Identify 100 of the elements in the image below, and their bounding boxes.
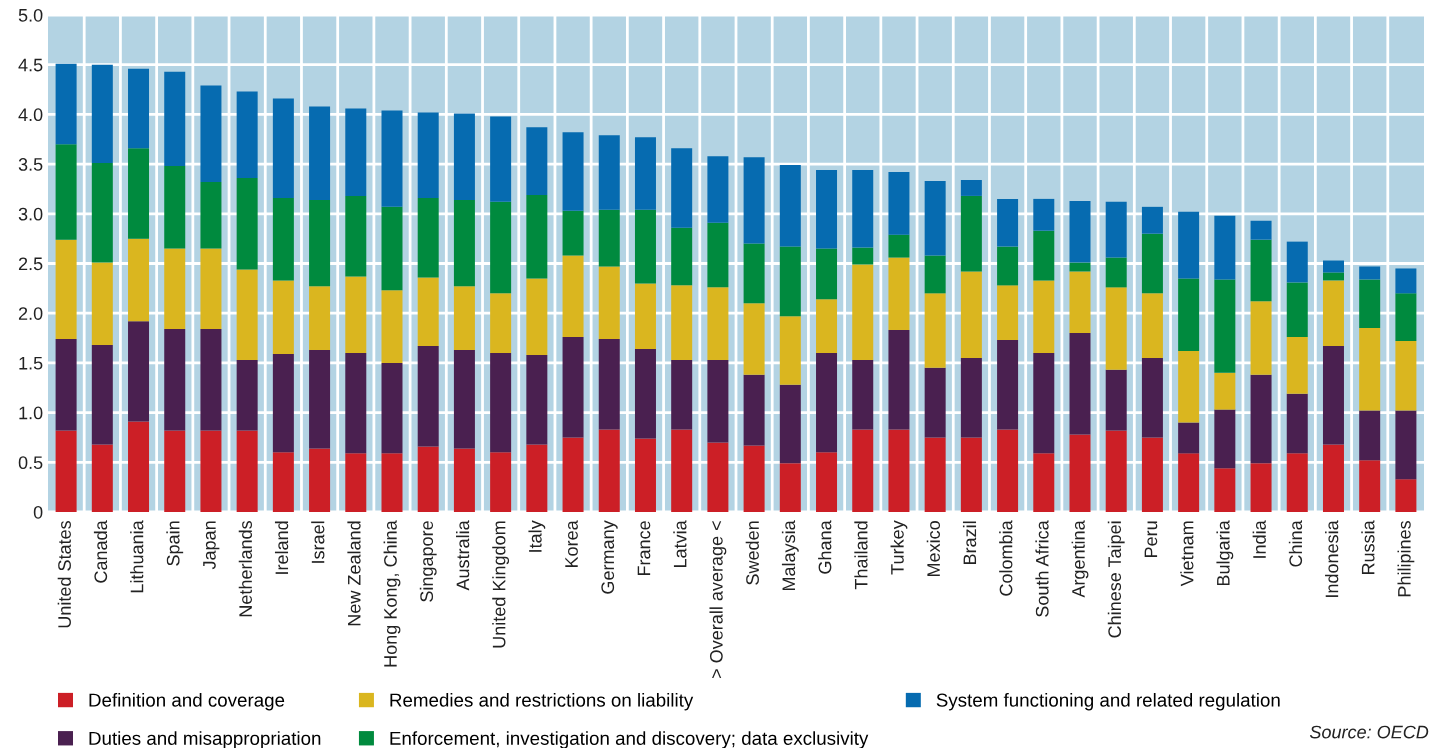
bar	[743, 157, 765, 244]
x-tick-label: Ireland	[274, 521, 289, 574]
bar	[1250, 239, 1272, 302]
bar	[671, 429, 693, 512]
bar	[779, 165, 801, 247]
bar	[236, 359, 258, 431]
y-tick-label: 2.5	[18, 257, 43, 271]
bar	[1214, 372, 1236, 410]
bar	[960, 357, 982, 438]
x-tick-label: Sweden	[745, 521, 759, 585]
bar	[816, 352, 838, 453]
bar	[1322, 280, 1344, 346]
bar	[128, 68, 150, 149]
bar	[91, 444, 113, 512]
bar	[526, 194, 548, 279]
x-tick-label: New Zealand	[347, 521, 361, 626]
bar	[707, 287, 729, 360]
bar	[1250, 463, 1272, 512]
bar	[634, 438, 656, 512]
bar	[634, 348, 656, 439]
bar	[562, 255, 584, 338]
bar	[888, 234, 910, 258]
bar	[960, 271, 982, 358]
x-tick-label: Turkey	[890, 520, 908, 575]
bar	[1141, 357, 1163, 438]
bar	[1322, 346, 1344, 445]
bar	[598, 339, 620, 430]
bar	[417, 197, 439, 278]
bar	[1395, 410, 1417, 480]
bar	[490, 201, 512, 294]
bar	[852, 170, 874, 248]
bar	[598, 266, 620, 340]
bar	[309, 199, 331, 287]
bar	[924, 437, 946, 512]
bar	[417, 277, 439, 346]
bar	[1141, 293, 1163, 358]
bar	[91, 262, 113, 346]
bar	[707, 442, 729, 512]
bar	[453, 286, 475, 350]
bar	[1033, 352, 1055, 454]
bar	[671, 227, 693, 286]
bar	[1141, 206, 1163, 234]
x-tick-label: Hong Kong, China	[383, 520, 401, 667]
bar	[816, 299, 838, 353]
x-tick-label: > Overall average <	[709, 521, 727, 679]
bar	[1033, 230, 1055, 281]
bar	[272, 353, 294, 453]
x-tick-label: Thailand	[854, 521, 868, 590]
bar	[960, 195, 982, 272]
bar	[707, 156, 729, 223]
bar	[1250, 374, 1272, 464]
bar	[236, 430, 258, 512]
x-tick-label: Canada	[93, 520, 108, 583]
bar	[598, 135, 620, 210]
bar	[128, 321, 150, 422]
bar	[743, 445, 765, 512]
bar	[345, 276, 367, 353]
x-tick-label: Peru	[1144, 521, 1158, 557]
bar	[562, 210, 584, 256]
bar	[309, 106, 331, 200]
x-tick-label: Indonesia	[1325, 520, 1339, 597]
bar	[779, 463, 801, 512]
x-tick-label: South Africa	[1035, 520, 1049, 617]
bar	[1033, 453, 1055, 512]
bar	[345, 453, 367, 512]
bar	[888, 429, 910, 512]
bar	[598, 209, 620, 267]
x-tick-label: Korea	[565, 520, 578, 568]
x-tick-label: Spain	[166, 521, 184, 566]
y-tick-label: 4.0	[18, 108, 43, 122]
bar	[490, 352, 512, 453]
bar	[1214, 215, 1236, 280]
bar	[91, 163, 113, 263]
bar	[1033, 198, 1055, 231]
bar	[453, 448, 475, 512]
bar	[1069, 200, 1091, 263]
x-tick-label: United States	[57, 520, 71, 628]
x-tick-label: Colombia	[999, 520, 1013, 596]
bar	[1286, 282, 1308, 338]
bar	[55, 430, 77, 512]
bar	[1069, 333, 1091, 435]
bar	[128, 421, 150, 512]
bar	[816, 452, 838, 512]
bar	[91, 64, 113, 164]
legend-label: Definition and coverage	[89, 692, 285, 711]
bar	[55, 339, 77, 431]
x-tick-label: Vietnam	[1180, 521, 1194, 587]
bar	[1178, 278, 1200, 351]
bar	[924, 293, 946, 368]
legend-label: Duties and misappropriation	[89, 731, 321, 748]
y-tick-label: 5.0	[18, 8, 43, 22]
bar	[852, 264, 874, 360]
bar	[779, 384, 801, 464]
bar	[707, 359, 729, 443]
bar	[924, 181, 946, 256]
bar	[381, 206, 403, 291]
x-tick-label: Brazil	[962, 521, 977, 564]
source-note: Source: OECD	[1309, 725, 1429, 739]
bar	[1069, 434, 1091, 512]
y-tick-label: 3.5	[18, 158, 43, 171]
